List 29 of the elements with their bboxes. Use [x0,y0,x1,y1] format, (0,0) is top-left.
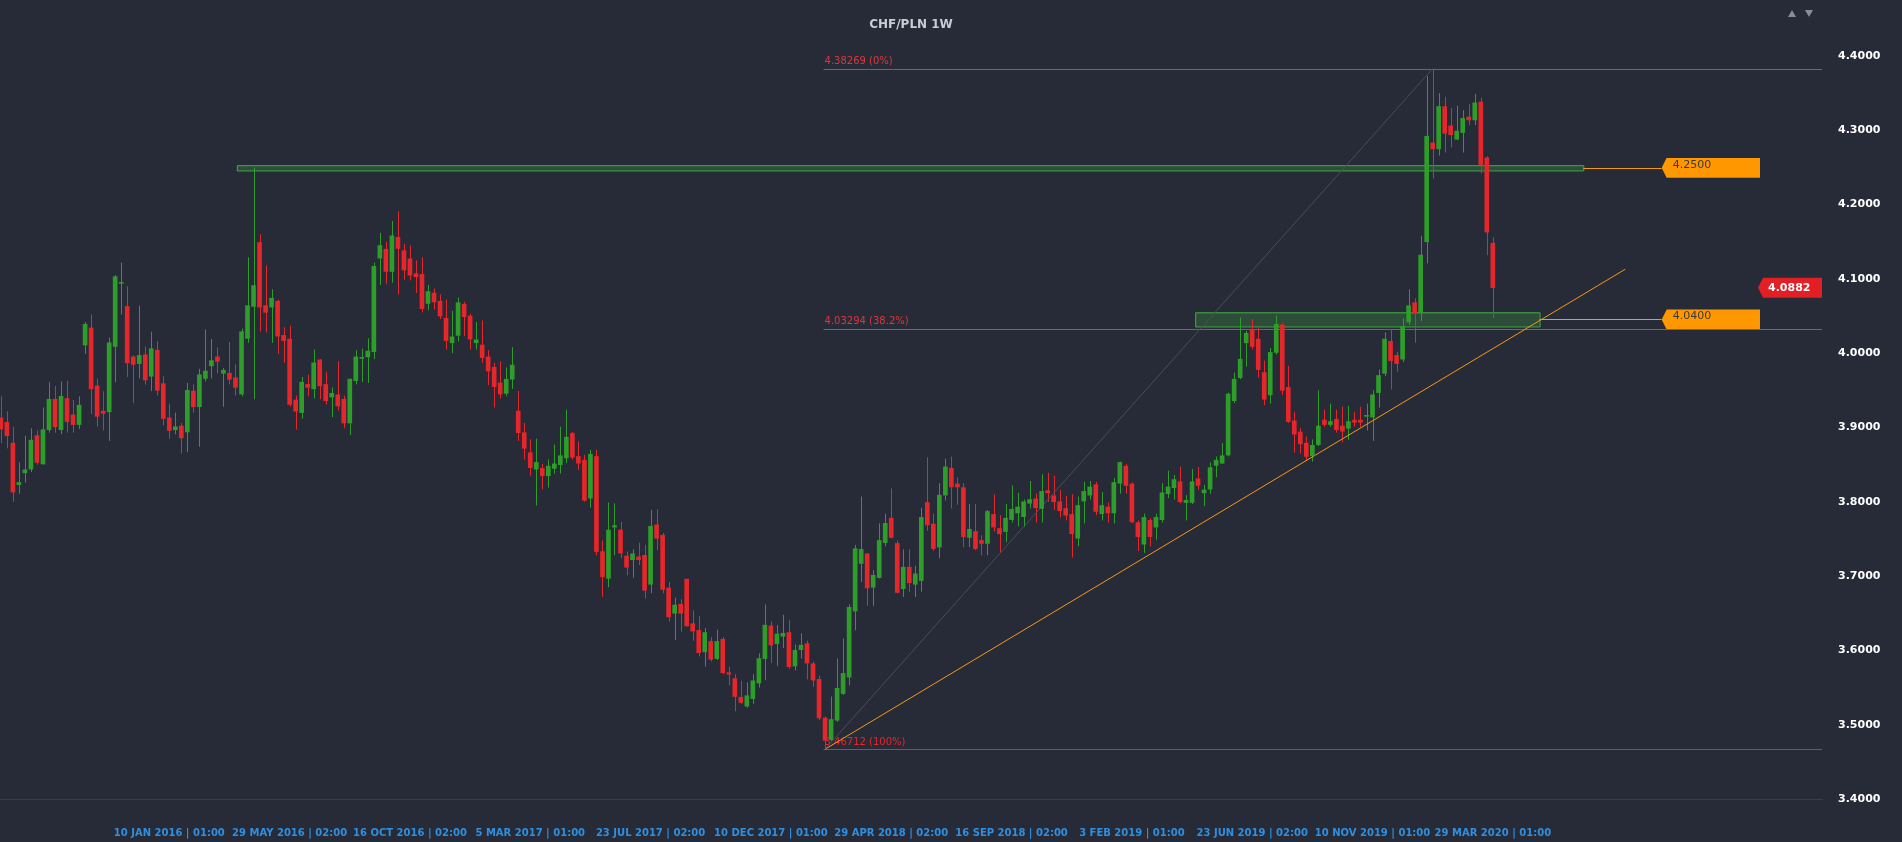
y-tick-label: 3.4000 [1838,791,1881,805]
y-tick-label: 4.0000 [1838,346,1881,360]
y-tick-label: 3.5000 [1838,717,1881,731]
y-tick-label: 3.7000 [1838,568,1881,582]
x-tick-label: 5 MAR 2017 | 01:00 [475,826,586,839]
x-tick-label: 23 JUL 2017 | 02:00 [595,826,706,839]
y-tick-label: 3.9000 [1838,420,1881,434]
x-tick-label: 10 DEC 2017 | 01:00 [714,826,828,839]
price-tag: 4.0400 [1661,309,1761,330]
y-tick-label: 4.1000 [1838,271,1881,285]
x-tick-label: 29 MAY 2016 | 02:00 [232,826,348,839]
price-tag: 4.2500 [1661,157,1761,178]
chart-title: CHF/PLN 1W [868,17,954,31]
ref-line-label: 4.03294 (38.2%) [824,315,909,327]
ref-line-label: 4.38269 (0%) [824,55,893,67]
y-tick-label: 4.2000 [1838,197,1881,211]
x-tick-label: 16 SEP 2018 | 02:00 [955,826,1068,839]
x-tick-label: 29 MAR 2020 | 01:00 [1434,826,1552,839]
x-tick-label: 23 JUN 2019 | 02:00 [1196,826,1308,839]
annotation: 4.0882 [1768,280,1811,294]
x-tick-label: 10 JAN 2016 | 01:00 [113,826,225,839]
x-tick-label: 29 APR 2018 | 02:00 [834,826,949,839]
x-tick-label: 10 NOV 2019 | 01:00 [1314,826,1431,839]
y-tick-label: 4.3000 [1838,123,1881,137]
y-tick-label: 4.4000 [1838,48,1881,62]
x-tick-label: 16 OCT 2016 | 02:00 [353,826,467,839]
y-tick-label: 3.6000 [1838,643,1881,657]
x-tick-label: 3 FEB 2019 | 01:00 [1079,826,1185,839]
y-tick-label: 3.8000 [1838,494,1881,508]
